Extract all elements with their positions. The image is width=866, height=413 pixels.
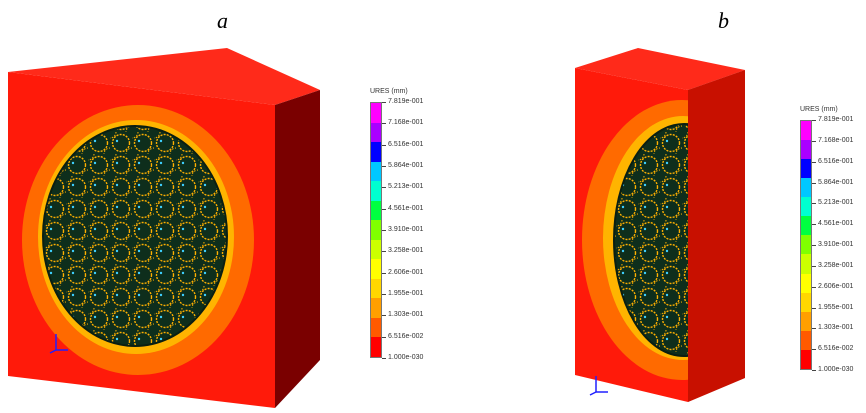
model-a-side-face xyxy=(275,90,320,408)
model-b-fiber-core xyxy=(613,123,688,357)
legend-b-color-segment xyxy=(801,216,811,236)
legend-a-color-segment xyxy=(371,220,381,240)
legend-a-color-segment xyxy=(371,239,381,260)
legend-a-tick-mark xyxy=(382,358,386,359)
legend-a-color-segment xyxy=(371,122,381,143)
legend-b-tick-mark xyxy=(812,120,816,121)
legend-b-tick-label: 5.864e-001 xyxy=(818,178,854,186)
legend-a-tick-mark xyxy=(382,208,386,210)
legend-b-color-segment xyxy=(801,197,811,217)
legend-b-color-segment xyxy=(801,178,811,198)
legend-a-tick-mark xyxy=(382,144,386,146)
legend-b-tick-label: 3.910e-001 xyxy=(818,241,854,248)
legend-b-tick-label: 4.561e-001 xyxy=(818,220,854,228)
model-a-axis-triad xyxy=(49,334,68,354)
legend-a: URES (mm) 7.819e-001 7.168e-001 6.516e-001… xyxy=(370,88,423,361)
legend-b-tick-mark xyxy=(812,245,816,246)
legend-b-tick-mark xyxy=(812,203,816,205)
legend-a-tick-label: 2.606e-001 xyxy=(388,268,424,276)
legend-b-tick-mark xyxy=(812,140,816,142)
model-a xyxy=(8,48,320,408)
legend-a-color-segment xyxy=(371,317,381,338)
legend-b-tick-label: 1.955e-001 xyxy=(818,303,854,311)
legend-a-color-bar xyxy=(370,102,382,358)
model-b xyxy=(575,48,745,402)
legend-b-tick-mark xyxy=(812,349,816,351)
legend-b-color-segment xyxy=(801,292,811,312)
legend-b-color-segment xyxy=(801,311,811,331)
legend-a-tick-label: 4.561e-001 xyxy=(388,204,424,212)
legend-b-color-segment xyxy=(801,140,811,160)
legend-a-tick-label: 3.258e-001 xyxy=(388,247,424,255)
legend-a-tick-mark xyxy=(382,187,386,189)
legend-a-tick-mark xyxy=(382,166,386,167)
model-b-axis-triad xyxy=(589,376,608,396)
legend-b-tick-label: 2.606e-001 xyxy=(818,282,854,290)
legend-a-tick-mark xyxy=(382,272,386,274)
legend-a-tick-label: 5.864e-001 xyxy=(388,162,424,169)
legend-b-tick-label: 1.303e-001 xyxy=(818,324,854,332)
legend-b-tick-label: 5.213e-001 xyxy=(818,199,854,207)
legend-b-color-segment xyxy=(801,159,811,179)
legend-b-tick-mark xyxy=(812,328,816,330)
legend-a-tick-mark xyxy=(382,294,386,295)
legend-b-color-segment xyxy=(801,254,811,274)
legend-b-color-segment xyxy=(801,330,811,350)
legend-a-tick-mark xyxy=(382,336,386,338)
model-a-fiber-core xyxy=(42,125,228,347)
model-b-top-face xyxy=(575,48,745,90)
legend-a-tick-label: 7.819e-001 xyxy=(388,98,424,105)
legend-a-color-segment xyxy=(371,278,381,299)
legend-b-tick-mark xyxy=(812,307,816,309)
legend-a-color-segment xyxy=(371,142,381,162)
legend-b-title: URES (mm) xyxy=(800,106,838,113)
legend-b-color-segment xyxy=(801,235,811,255)
legend-b-color-segment xyxy=(801,273,811,293)
legend-a-color-segment xyxy=(371,337,381,357)
model-b-side-overlay xyxy=(688,70,745,402)
legend-a-tick-mark xyxy=(382,123,386,125)
legend-a-tick-label: 6.516e-002 xyxy=(388,332,424,340)
legend-b-tick-label: 7.168e-001 xyxy=(818,136,854,144)
legend-b-color-segment xyxy=(801,121,811,141)
legend-b-tick-label: 7.819e-001 xyxy=(818,116,854,123)
legend-b-tick-mark xyxy=(812,182,816,184)
legend-a-color-segment xyxy=(371,259,381,279)
legend-b: URES (mm) 7.819e-001 7.168e-001 6.516e-001… xyxy=(800,106,853,373)
panel-label-a: a xyxy=(217,8,228,33)
legend-b-tick-mark xyxy=(812,161,816,163)
legend-b-tick-mark xyxy=(812,286,816,288)
legend-b-color-bar xyxy=(800,120,812,370)
legend-a-tick-label: 5.213e-001 xyxy=(388,183,424,191)
legend-b-tick-mark xyxy=(812,265,816,267)
model-b-side-face xyxy=(688,70,745,402)
legend-a-tick-label: 6.516e-001 xyxy=(388,140,424,148)
legend-a-tick-label: 1.303e-001 xyxy=(388,311,424,319)
legend-b-tick-label: 6.516e-001 xyxy=(818,157,854,165)
legend-a-color-segment xyxy=(371,161,381,182)
legend-b-tick-label: 6.516e-002 xyxy=(818,345,854,353)
panel-label-b: b xyxy=(718,8,729,33)
legend-a-tick-mark xyxy=(382,315,386,317)
legend-b-tick-mark xyxy=(812,224,816,226)
legend-a-tick-label: 1.955e-001 xyxy=(388,290,424,297)
legend-a-tick-mark xyxy=(382,230,386,231)
legend-a-tick-label: 3.910e-001 xyxy=(388,226,424,233)
legend-b-tick-label: 3.258e-001 xyxy=(818,261,854,269)
legend-a-tick-mark xyxy=(382,251,386,253)
legend-a-color-segment xyxy=(371,298,381,318)
legend-a-tick-label: 7.168e-001 xyxy=(388,119,424,127)
legend-a-color-segment xyxy=(371,103,381,123)
model-a-top-face xyxy=(8,48,320,105)
legend-a-tick-mark xyxy=(382,102,386,103)
legend-a-color-segment xyxy=(371,181,381,201)
legend-b-tick-label: 1.000e-030 xyxy=(818,366,854,373)
legend-a-title: URES (mm) xyxy=(370,88,408,95)
legend-b-tick-mark xyxy=(812,370,816,371)
legend-a-tick-label: 1.000e-030 xyxy=(388,354,424,361)
legend-a-color-segment xyxy=(371,200,381,221)
legend-b-color-segment xyxy=(801,349,811,369)
